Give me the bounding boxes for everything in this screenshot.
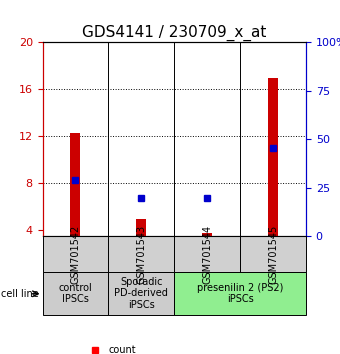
Text: GSM701542: GSM701542 xyxy=(70,224,81,284)
Bar xyxy=(202,233,212,236)
Bar xyxy=(268,78,278,236)
FancyBboxPatch shape xyxy=(42,272,108,315)
Text: presenilin 2 (PS2)
iPSCs: presenilin 2 (PS2) iPSCs xyxy=(197,282,283,304)
Bar xyxy=(240,42,306,236)
Bar xyxy=(136,219,146,236)
Text: control
IPSCs: control IPSCs xyxy=(58,282,92,304)
Text: GSM701544: GSM701544 xyxy=(202,224,212,284)
FancyBboxPatch shape xyxy=(108,236,174,272)
Text: count: count xyxy=(108,346,136,354)
FancyBboxPatch shape xyxy=(108,272,174,315)
Text: cell line: cell line xyxy=(1,289,39,299)
FancyBboxPatch shape xyxy=(174,236,240,272)
FancyBboxPatch shape xyxy=(174,272,306,315)
Bar xyxy=(108,42,174,236)
Text: Sporadic
PD-derived
iPSCs: Sporadic PD-derived iPSCs xyxy=(114,277,168,310)
Title: GDS4141 / 230709_x_at: GDS4141 / 230709_x_at xyxy=(82,25,267,41)
Bar xyxy=(70,133,80,236)
FancyBboxPatch shape xyxy=(240,236,306,272)
Bar xyxy=(174,42,240,236)
Bar xyxy=(42,42,108,236)
FancyBboxPatch shape xyxy=(42,236,108,272)
Text: GSM701543: GSM701543 xyxy=(136,224,146,284)
Text: GSM701545: GSM701545 xyxy=(268,224,278,284)
